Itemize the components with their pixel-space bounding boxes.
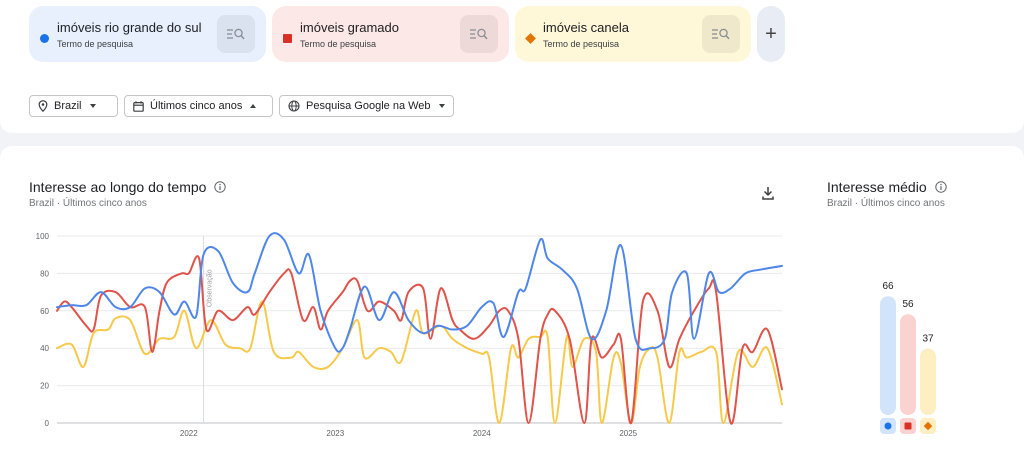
interest-over-time-chart[interactable]: 0 20 40 60 80 100 2022 2023 2024 2025 Observação [0,225,800,465]
y-tick-label: 40 [40,344,49,353]
search-compare-icon[interactable] [702,15,740,53]
search-property-filter[interactable]: Pesquisa Google na Web [279,95,454,117]
term-card-gramado[interactable]: imóveis gramado Termo de pesquisa [272,6,509,62]
time-range-filter-label: Últimos cinco anos [150,100,243,112]
search-compare-icon-glyph [227,28,245,40]
x-tick-label: 2023 [326,429,344,438]
location-pin-icon [38,100,48,112]
series-line-canela[interactable] [56,300,783,425]
search-compare-icon[interactable] [217,15,255,53]
note-marker-label: Observação [206,269,213,307]
interest-over-time-subtitle: Brazil · Últimos cinco anos [29,198,147,209]
location-filter[interactable]: Brazil [29,95,118,117]
red-square-marker-icon [904,422,912,430]
y-tick-label: 80 [40,269,49,278]
x-tick-label: 2024 [473,429,491,438]
red-square-marker-icon [283,34,292,43]
series-line-gramado[interactable] [56,255,783,425]
add-term-button[interactable]: + [757,6,785,62]
chevron-down-icon [89,104,96,108]
term-card-canela[interactable]: imóveis canela Termo de pesquisa [515,6,751,62]
average-bar-gramado[interactable] [900,314,916,415]
term-name: imóveis canela [543,20,629,35]
y-tick-label: 60 [40,307,49,316]
interest-over-time-title-text: Interesse ao longo do tempo [29,179,207,195]
blue-circle-marker-icon [884,422,892,430]
average-interest-chart: 66 56 37 [880,281,936,434]
term-name: imóveis gramado [300,20,399,35]
average-interest-title: Interesse médio [827,179,947,195]
orange-diamond-marker-icon [923,421,933,431]
term-card-rio-grande-do-sul[interactable]: imóveis rio grande do sul Termo de pesqu… [29,6,266,62]
search-compare-icon[interactable] [460,15,498,53]
location-filter-label: Brazil [54,100,82,112]
term-type-label: Termo de pesquisa [300,39,377,49]
interest-over-time-title: Interesse ao longo do tempo [29,179,227,195]
y-tick-label: 100 [36,232,50,241]
term-type-label: Termo de pesquisa [543,39,620,49]
y-tick-label: 0 [45,419,50,428]
y-tick-label: 20 [40,382,49,391]
average-interest-subtitle: Brazil · Últimos cinco anos [827,198,945,209]
average-value-label: 37 [922,333,934,344]
chevron-down-icon [438,104,445,108]
x-tick-label: 2025 [619,429,637,438]
orange-diamond-marker-icon [525,33,536,44]
average-value-label: 56 [902,299,914,310]
average-bar-rio-grande-do-sul[interactable] [880,296,896,415]
average-interest-title-text: Interesse médio [827,179,927,195]
info-icon[interactable] [934,181,947,193]
time-range-filter[interactable]: Últimos cinco anos [124,95,273,117]
results-panel [0,146,1024,465]
globe-icon [288,100,300,112]
search-property-filter-label: Pesquisa Google na Web [306,100,431,112]
plus-icon: + [765,22,777,45]
download-icon[interactable] [758,183,778,203]
info-icon[interactable] [214,181,227,193]
chevron-up-icon [250,104,257,108]
term-name: imóveis rio grande do sul [57,20,202,35]
search-terms-panel: imóveis rio grande do sul Termo de pesqu… [0,0,1024,133]
average-value-label: 66 [882,281,894,292]
x-tick-label: 2022 [180,429,198,438]
term-type-label: Termo de pesquisa [57,39,134,49]
search-compare-icon-glyph [470,28,488,40]
average-bar-canela[interactable] [920,348,936,415]
series-line-rio-grande-do-sul[interactable] [56,232,783,353]
search-compare-icon-glyph [712,28,730,40]
calendar-icon [133,100,144,112]
blue-circle-marker-icon [40,34,49,43]
